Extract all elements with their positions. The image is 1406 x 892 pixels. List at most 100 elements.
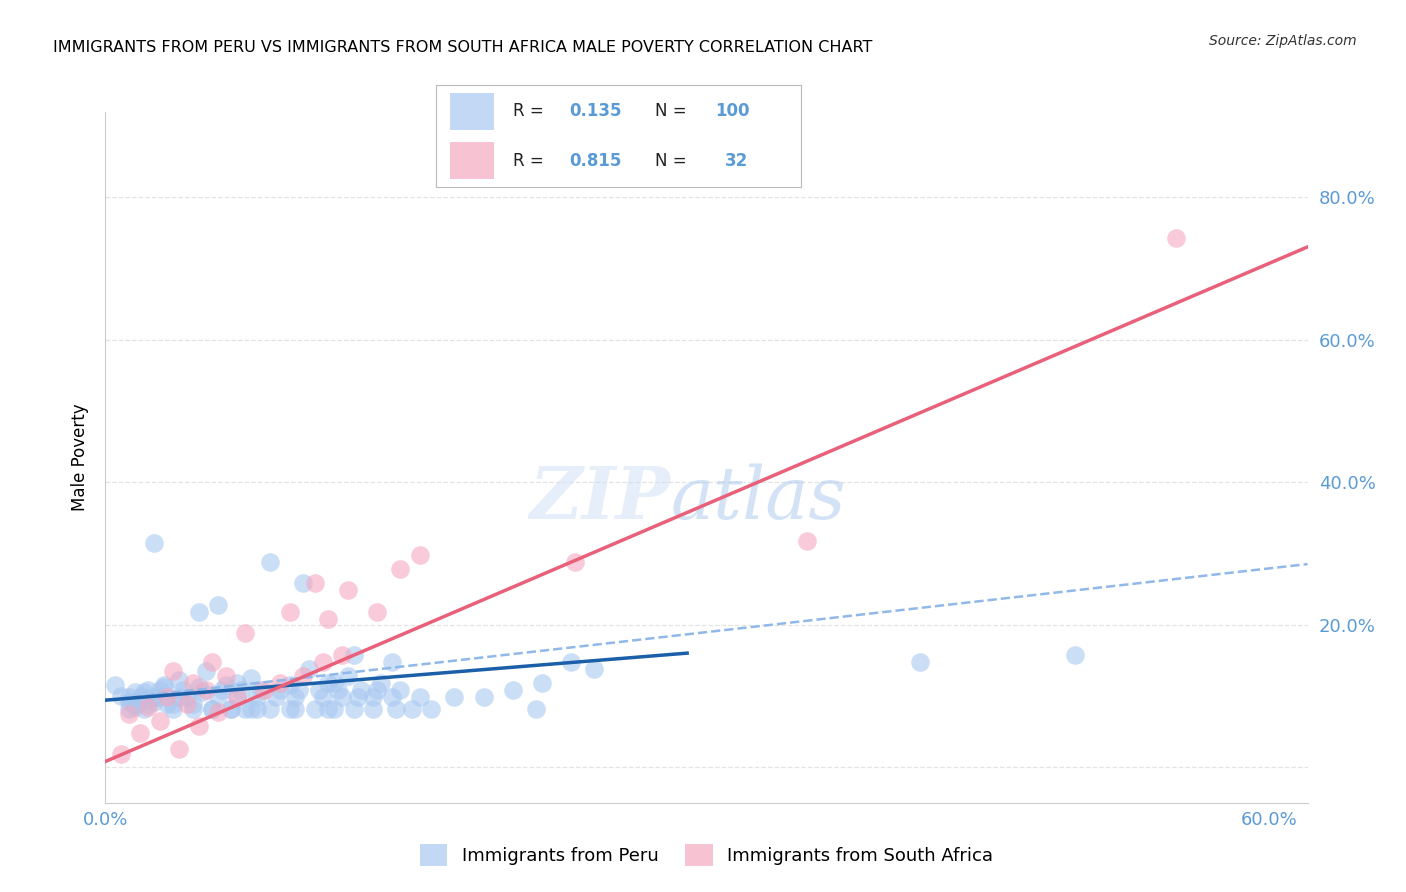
Point bbox=[207, 690, 229, 705]
Point bbox=[201, 702, 224, 716]
Point bbox=[1164, 231, 1187, 245]
Point bbox=[288, 683, 311, 698]
Point bbox=[226, 690, 249, 705]
Point bbox=[443, 690, 465, 705]
Point bbox=[176, 690, 198, 705]
Legend: Immigrants from Peru, Immigrants from South Africa: Immigrants from Peru, Immigrants from So… bbox=[413, 837, 1000, 873]
Point bbox=[167, 673, 190, 688]
Point bbox=[323, 676, 346, 690]
Point bbox=[401, 702, 423, 716]
Point bbox=[336, 583, 359, 598]
Point bbox=[149, 683, 172, 698]
Point bbox=[214, 678, 236, 692]
Point bbox=[239, 702, 262, 716]
Text: N =: N = bbox=[655, 152, 692, 169]
Point bbox=[134, 702, 156, 716]
Point bbox=[201, 655, 224, 669]
Point bbox=[318, 612, 340, 626]
Point bbox=[336, 669, 359, 683]
Point bbox=[195, 664, 218, 678]
Point bbox=[253, 683, 276, 698]
Point bbox=[311, 655, 333, 669]
Point bbox=[326, 683, 349, 698]
Point bbox=[350, 683, 373, 698]
Point bbox=[134, 685, 156, 699]
Point bbox=[259, 555, 281, 569]
Point bbox=[583, 662, 606, 676]
Point bbox=[104, 678, 127, 692]
Point bbox=[124, 699, 146, 714]
Point bbox=[167, 690, 190, 705]
Point bbox=[246, 702, 269, 716]
Point bbox=[181, 698, 204, 712]
Text: ZIP: ZIP bbox=[530, 463, 671, 534]
Point bbox=[361, 690, 384, 705]
Point bbox=[221, 702, 243, 716]
Point bbox=[129, 690, 152, 705]
Point bbox=[124, 685, 146, 699]
Point bbox=[187, 605, 209, 619]
Point bbox=[162, 702, 184, 716]
Text: R =: R = bbox=[513, 103, 548, 120]
Point bbox=[318, 676, 340, 690]
Point bbox=[472, 690, 495, 705]
Point bbox=[136, 698, 159, 712]
Point bbox=[318, 702, 340, 716]
Point bbox=[162, 664, 184, 678]
Point bbox=[162, 698, 184, 712]
Point bbox=[259, 702, 281, 716]
Text: 32: 32 bbox=[724, 152, 748, 169]
Point bbox=[167, 742, 190, 756]
Point bbox=[366, 605, 388, 619]
Point bbox=[181, 676, 204, 690]
Point bbox=[530, 676, 553, 690]
Point bbox=[142, 690, 165, 705]
FancyBboxPatch shape bbox=[450, 93, 495, 130]
Point bbox=[311, 690, 333, 705]
Point bbox=[149, 714, 172, 728]
Point bbox=[195, 683, 218, 698]
Point bbox=[381, 690, 404, 705]
Point bbox=[187, 681, 209, 695]
Point bbox=[181, 702, 204, 716]
Y-axis label: Male Poverty: Male Poverty bbox=[70, 403, 89, 511]
Point bbox=[201, 702, 224, 716]
Point bbox=[129, 695, 152, 709]
Point bbox=[343, 702, 366, 716]
Point bbox=[304, 576, 326, 591]
Point bbox=[118, 702, 141, 716]
Text: N =: N = bbox=[655, 103, 692, 120]
Point bbox=[298, 662, 321, 676]
Point bbox=[278, 605, 301, 619]
Point bbox=[389, 683, 412, 698]
Point bbox=[176, 698, 198, 712]
Point bbox=[408, 690, 430, 705]
Point bbox=[142, 535, 165, 549]
Point bbox=[408, 548, 430, 562]
Point bbox=[381, 655, 404, 669]
Point bbox=[156, 690, 179, 705]
Point bbox=[330, 690, 353, 705]
Point bbox=[560, 655, 582, 669]
Point bbox=[361, 702, 384, 716]
Text: R =: R = bbox=[513, 152, 548, 169]
Text: Source: ZipAtlas.com: Source: ZipAtlas.com bbox=[1209, 34, 1357, 48]
Point bbox=[269, 676, 291, 690]
Point bbox=[278, 678, 301, 692]
Point bbox=[211, 683, 233, 698]
Point bbox=[172, 683, 194, 698]
Point bbox=[292, 576, 315, 591]
Point bbox=[284, 702, 307, 716]
Point bbox=[134, 690, 156, 705]
Text: atlas: atlas bbox=[671, 463, 846, 534]
Text: 100: 100 bbox=[716, 103, 749, 120]
FancyBboxPatch shape bbox=[450, 142, 495, 179]
Point bbox=[239, 671, 262, 685]
Point bbox=[226, 676, 249, 690]
Point bbox=[564, 555, 586, 569]
Point bbox=[129, 726, 152, 740]
Point bbox=[207, 598, 229, 612]
Point bbox=[214, 669, 236, 683]
Point bbox=[233, 626, 256, 640]
Point bbox=[136, 683, 159, 698]
